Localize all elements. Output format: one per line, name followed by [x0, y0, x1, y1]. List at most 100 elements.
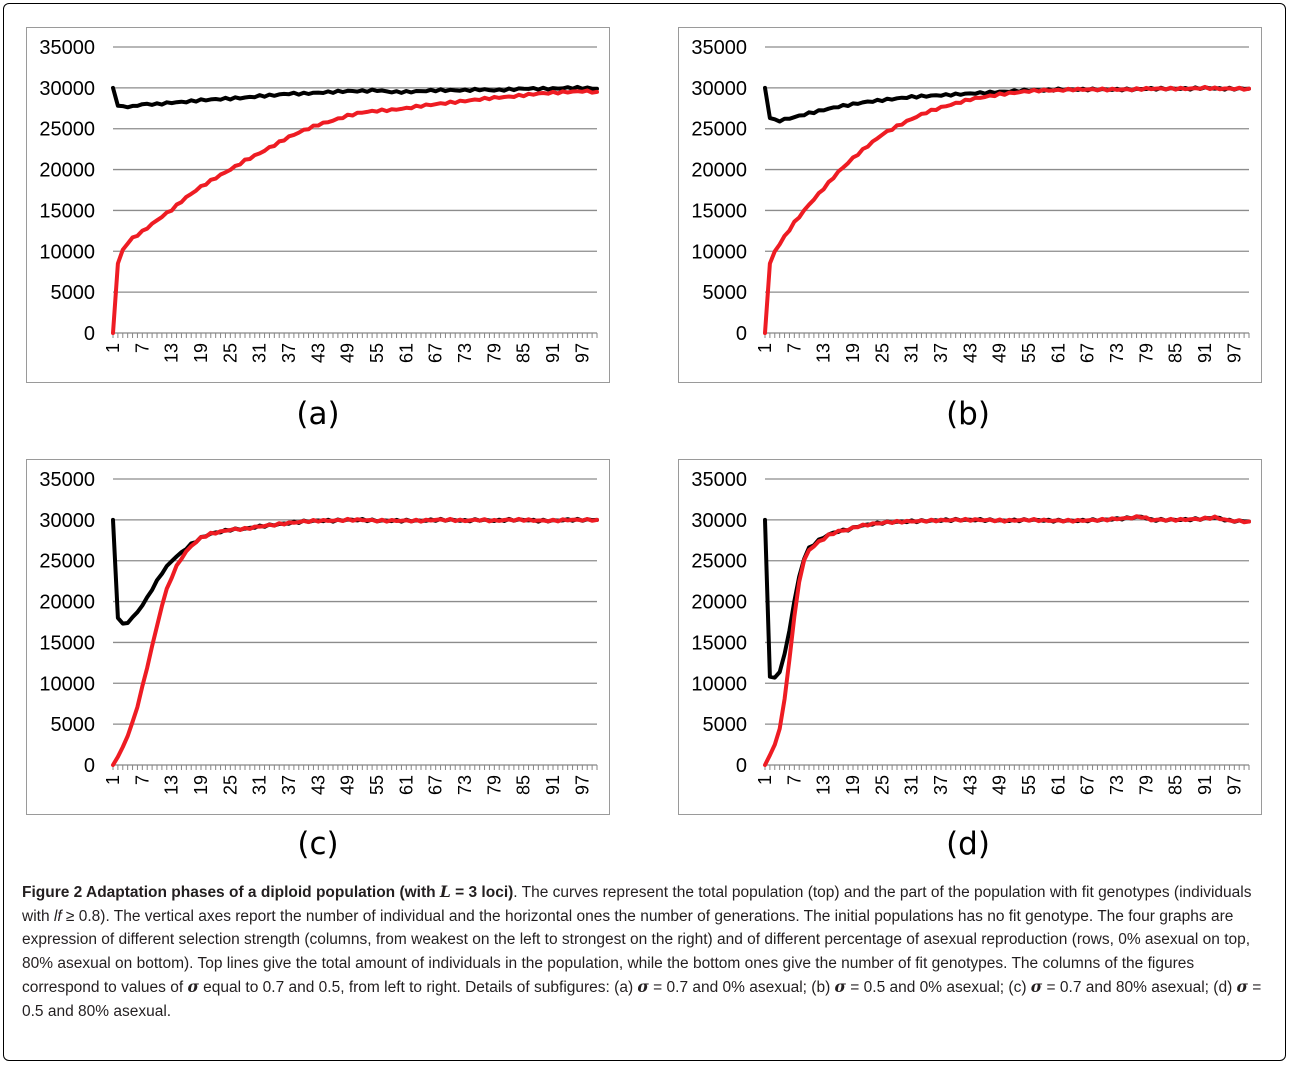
subfigure-label-a: (a)	[296, 396, 340, 432]
figure-frame	[3, 3, 1286, 1061]
y-tick-label: 0	[736, 323, 747, 345]
figure-caption: Figure 2 Adaptation phases of a diploid …	[22, 880, 1270, 1023]
chart-panel-c: 0 5000 10000 15000 20000 25000 30000 35000 1 7 13 1…	[26, 459, 610, 815]
x-tick-label: 91	[543, 343, 563, 363]
x-tick-label: 55	[367, 775, 387, 795]
x-tick-label: 67	[426, 775, 446, 795]
y-tick-label: 0	[84, 755, 95, 777]
series-line-fit	[763, 84, 1251, 335]
x-tick-label: 55	[1019, 343, 1039, 363]
series-line-fit	[111, 516, 599, 767]
y-tick-label: 15000	[691, 200, 747, 222]
x-tick-label: 7	[132, 775, 152, 785]
y-tick-label: 30000	[691, 78, 747, 100]
x-tick-label: 61	[1048, 343, 1068, 363]
caption-text: = 0.5 and 80% asexual.	[22, 979, 1262, 1020]
x-tick-label: 85	[514, 775, 534, 795]
x-tick-label: 49	[990, 775, 1010, 795]
x-tick-label: 19	[843, 775, 863, 795]
x-tick-label: 1	[755, 775, 775, 785]
caption-text: = 0.5 and 0% asexual; (c)	[845, 979, 1031, 996]
x-tick-label: 55	[367, 343, 387, 363]
y-tick-label: 0	[736, 755, 747, 777]
x-tick-label: 1	[103, 343, 123, 353]
caption-text: ≥ 0.8). The vertical axes report the num…	[22, 907, 1251, 997]
x-tick-label: 91	[543, 775, 563, 795]
chart-panel-b: 0 5000 10000 15000 20000 25000 30000 35000 1 7 13 1…	[678, 27, 1262, 383]
x-tick-label: 19	[843, 343, 863, 363]
x-tick-label: 79	[484, 343, 504, 363]
subfigure-label-d: (d)	[946, 826, 990, 862]
caption-symbol-sigma: σ	[1030, 977, 1043, 996]
x-tick-label: 85	[1166, 343, 1186, 363]
x-tick-label: 67	[1078, 775, 1098, 795]
line-chart: 0 5000 10000 15000 20000 25000 30000 35000 1 7 13 1…	[39, 37, 599, 363]
chart-panel-a: 0 5000 10000 15000 20000 25000 30000 35000 1 7 13 1…	[26, 27, 610, 383]
x-tick-label: 67	[426, 343, 446, 363]
x-tick-label: 43	[960, 775, 980, 795]
series-line-total	[111, 84, 599, 110]
x-tick-label: 1	[103, 775, 123, 785]
y-tick-label: 35000	[39, 469, 95, 491]
y-tick-label: 10000	[39, 241, 95, 263]
y-tick-label: 25000	[691, 119, 747, 141]
x-tick-label: 85	[1166, 775, 1186, 795]
y-tick-label: 25000	[691, 551, 747, 573]
line-chart: 0 5000 10000 15000 20000 25000 30000 35000 1 7 13 1…	[691, 37, 1251, 363]
caption-symbol-sigma: σ	[637, 977, 649, 996]
x-tick-label: 73	[455, 343, 475, 363]
caption-symbol-L: L	[439, 882, 451, 901]
x-tick-label: 61	[396, 775, 416, 795]
x-tick-label: 91	[1195, 775, 1215, 795]
y-tick-label: 30000	[39, 78, 95, 100]
x-tick-label: 25	[872, 343, 892, 363]
y-tick-label: 15000	[691, 632, 747, 654]
caption-text: equal to 0.7 and 0.5, from left to right…	[198, 979, 638, 996]
x-tick-label: 37	[279, 343, 299, 363]
caption-text: = 0.7 and 80% asexual; (d)	[1042, 979, 1237, 996]
caption-symbol-lf: lf	[53, 907, 62, 925]
x-tick-label: 37	[931, 775, 951, 795]
x-tick-label: 61	[1048, 775, 1068, 795]
line-chart: 0 5000 10000 15000 20000 25000 30000 35000 1 7 13 1…	[39, 469, 599, 795]
caption-symbol-sigma: σ	[187, 977, 199, 996]
y-tick-label: 20000	[39, 160, 95, 182]
series-line-fit	[763, 514, 1251, 767]
subfigure-label-b: (b)	[946, 396, 990, 432]
x-tick-label: 13	[162, 775, 182, 795]
y-tick-label: 5000	[51, 714, 96, 736]
y-tick-label: 15000	[39, 632, 95, 654]
y-tick-label: 15000	[39, 200, 95, 222]
x-tick-label: 97	[572, 343, 592, 363]
x-tick-label: 79	[1136, 343, 1156, 363]
y-tick-label: 30000	[691, 510, 747, 532]
y-tick-label: 0	[84, 323, 95, 345]
x-tick-label: 61	[396, 343, 416, 363]
x-tick-label: 37	[279, 775, 299, 795]
caption-title-part: Figure 2 Adaptation phases of a diploid …	[22, 884, 440, 901]
x-tick-label: 85	[514, 343, 534, 363]
x-tick-label: 97	[572, 775, 592, 795]
x-tick-label: 43	[308, 775, 328, 795]
x-tick-label: 73	[455, 775, 475, 795]
caption-text: = 0.7 and 0% asexual; (b)	[648, 979, 835, 996]
caption-symbol-sigma: σ	[834, 977, 846, 996]
y-tick-label: 35000	[691, 37, 747, 59]
x-tick-label: 49	[990, 343, 1010, 363]
x-tick-label: 37	[931, 343, 951, 363]
caption-symbol-sigma: σ	[1236, 977, 1248, 996]
y-tick-label: 20000	[39, 592, 95, 614]
x-tick-label: 31	[250, 775, 270, 795]
subfigure-label-c: (c)	[297, 826, 339, 862]
x-tick-label: 13	[814, 775, 834, 795]
series-line-fit	[111, 88, 599, 335]
x-tick-label: 25	[872, 775, 892, 795]
x-tick-label: 91	[1195, 343, 1215, 363]
x-tick-label: 55	[1019, 775, 1039, 795]
x-tick-label: 79	[484, 775, 504, 795]
x-tick-label: 7	[784, 775, 804, 785]
x-tick-label: 13	[162, 343, 182, 363]
x-tick-label: 7	[132, 343, 152, 353]
x-tick-label: 97	[1224, 775, 1244, 795]
x-tick-label: 19	[191, 775, 211, 795]
